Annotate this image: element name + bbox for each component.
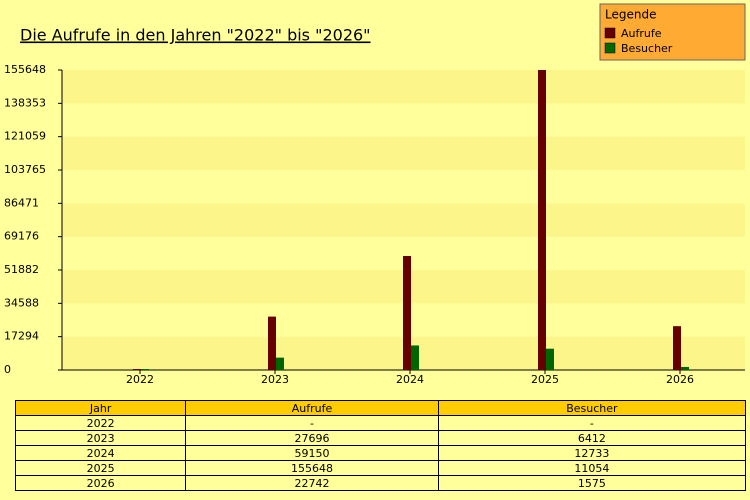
- table-cell: 1575: [437, 475, 747, 491]
- bar: [403, 255, 411, 370]
- chart-title: Die Aufrufe in den Jahren "2022" bis "20…: [20, 26, 371, 45]
- legend-swatch: [604, 42, 616, 54]
- table-row: 2023 27696 6412: [14, 430, 747, 446]
- table-cell: 155648: [185, 460, 439, 476]
- bar: [673, 326, 681, 370]
- table-row: 2024 59150 12733: [14, 445, 747, 461]
- table-row: 2025 155648 11054: [14, 460, 747, 476]
- legend-label: Aufrufe: [621, 27, 662, 40]
- table-cell: 2026: [14, 475, 187, 491]
- y-tick-label: 86471: [4, 196, 39, 209]
- bar: [546, 348, 554, 370]
- table-row: 2026 22742 1575: [14, 475, 747, 491]
- grid-band: [62, 170, 745, 204]
- x-tick-label: 2022: [126, 373, 154, 386]
- table-cell: 2025: [14, 460, 187, 476]
- table-cell: -: [185, 415, 439, 431]
- chart: Die Aufrufe in den Jahren "2022" bis "20…: [4, 3, 746, 386]
- legend-label: Besucher: [621, 42, 673, 55]
- bar: [133, 369, 141, 370]
- table-cell: 11054: [437, 460, 747, 476]
- grid-band: [62, 203, 745, 237]
- table-cell: 2023: [14, 430, 187, 446]
- x-tick-label: 2026: [666, 373, 694, 386]
- table-cell: 2022: [14, 415, 187, 431]
- y-tick-label: 0: [4, 363, 11, 376]
- data-table: Jahr Aufrufe Besucher 2022- -2023 27696 6412 20…: [14, 400, 747, 491]
- table-cell: 12733: [437, 445, 747, 461]
- x-tick-label: 2025: [531, 373, 559, 386]
- y-tick-label: 34588: [4, 296, 39, 309]
- legend-title: Legende: [605, 8, 656, 22]
- legend-box: [599, 3, 746, 61]
- table-cell: 22742: [185, 475, 439, 491]
- table-cell: -: [437, 415, 747, 431]
- grid-band: [62, 70, 745, 104]
- table-header-row: Jahr Aufrufe Besucher: [14, 400, 747, 416]
- y-tick-label: 138353: [4, 96, 46, 109]
- table-cell: 27696: [185, 430, 439, 446]
- table-cell: 59150: [185, 445, 439, 461]
- table-cell: 2024: [14, 445, 187, 461]
- bar: [681, 366, 689, 370]
- bar: [276, 357, 284, 370]
- bar: [411, 345, 419, 370]
- bar: [268, 316, 276, 370]
- grid-band: [62, 103, 745, 137]
- y-tick-label: 51882: [4, 263, 39, 276]
- table-cell: 6412: [437, 430, 747, 446]
- grid-band: [62, 136, 745, 171]
- table-header: Aufrufe: [185, 400, 439, 416]
- x-tick-label: 2024: [396, 373, 424, 386]
- y-tick-label: 103765: [4, 163, 46, 176]
- y-tick-label: 155648: [4, 63, 46, 76]
- bar: [141, 369, 149, 370]
- table-header: Besucher: [437, 400, 747, 416]
- legend-swatch: [604, 27, 616, 39]
- x-tick-label: 2023: [261, 373, 289, 386]
- bar: [538, 70, 546, 370]
- table-header: Jahr: [14, 400, 187, 416]
- y-tick-label: 121059: [4, 130, 46, 143]
- y-tick-label: 17294: [4, 330, 39, 343]
- y-tick-label: 69176: [4, 230, 39, 243]
- table-row: 2022- -: [14, 415, 747, 431]
